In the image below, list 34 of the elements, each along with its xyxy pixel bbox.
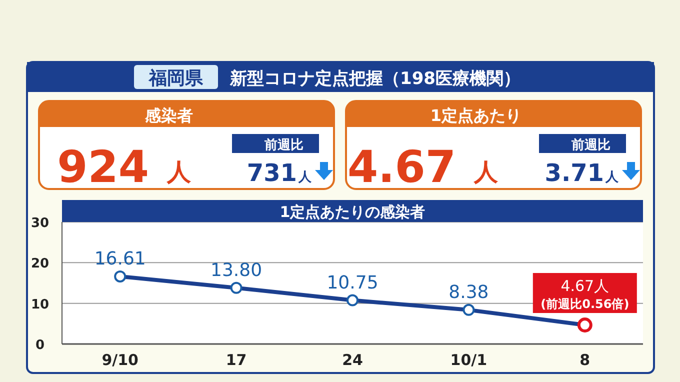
text: 924	[57, 142, 149, 193]
y-tick-label: 10	[30, 297, 50, 312]
x-tick-label: 8	[580, 351, 590, 369]
text: 1定点あたり	[430, 106, 522, 125]
text: 福岡県	[148, 68, 204, 89]
annotation: (前週比0.56倍)	[540, 297, 630, 312]
y-tick-label: 20	[30, 256, 50, 272]
chart-title: 1定点あたりの感染者	[280, 203, 426, 221]
y-tick-label: 0	[35, 338, 45, 353]
text: 731	[246, 159, 297, 187]
data-label: 13.80	[210, 260, 262, 281]
point	[346, 294, 358, 306]
text: 3.71	[544, 159, 604, 187]
x-tick-label: 24	[342, 351, 363, 369]
data-label: 16.61	[94, 248, 146, 270]
point	[462, 304, 475, 316]
text: 感染者	[144, 106, 193, 125]
text: 人	[604, 170, 620, 185]
point	[114, 270, 126, 282]
text: 人	[166, 158, 192, 186]
text: 新型コロナ定点把握（198医療機関）	[229, 69, 520, 89]
text: 前週比	[264, 138, 304, 153]
text: 4.67	[347, 142, 456, 193]
data-label: 8.38	[448, 282, 489, 303]
text: 人	[298, 170, 312, 185]
x-tick-label: 10/1	[450, 351, 488, 369]
y-tick-label: 30	[30, 216, 50, 231]
data-label: 4.67人	[560, 277, 610, 296]
point	[230, 282, 242, 294]
x-tick-label: 9/10	[102, 351, 138, 369]
text: 人	[473, 158, 499, 186]
data-label: 10.75	[326, 272, 378, 294]
text: 前週比	[570, 138, 610, 153]
x-tick-label: 17	[226, 351, 247, 369]
